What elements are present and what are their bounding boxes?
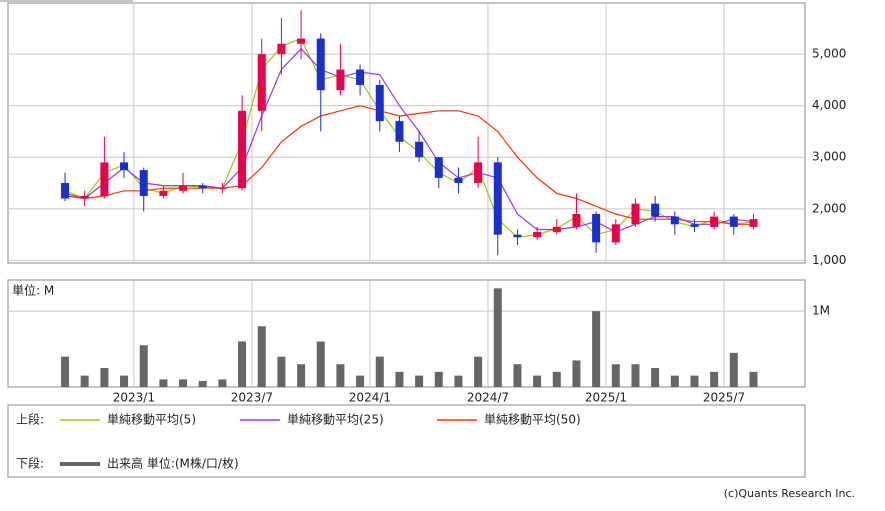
volume-bar [611,364,620,387]
moving-average-line [64,37,754,238]
candle-body [238,110,247,189]
candle-body [729,216,738,227]
candle-body [513,234,522,238]
volume-bar [651,368,660,387]
volume-bar [80,375,89,387]
candle-body [100,162,109,196]
volume-bar [533,375,542,387]
x-tick-label: 2024/1 [349,391,391,405]
y-tick-label: 3,000 [812,150,846,164]
volume-bar [198,380,207,387]
x-tick-label: 2025/1 [585,391,627,405]
legend-upper: 上段: [16,412,44,427]
legend-lower: 下段: [16,456,44,471]
legend-label: 出来高 単位:(M株/口/枚) [107,456,239,471]
candle-body [690,224,699,227]
y-tick-label: 1M [812,304,830,318]
volume-bar [336,364,345,387]
candle-body [356,69,365,86]
volume-bar [670,375,679,387]
candle-body [198,185,207,189]
volume-bar [356,375,365,387]
volume-bar [277,356,286,387]
volume-bar [61,356,70,387]
volume-unit: 単位: M [12,283,54,298]
volume-bar [238,341,247,387]
candle-body [257,54,266,111]
volume-bar [100,368,109,387]
volume-bar [631,364,640,387]
candle-body [493,162,502,235]
volume-bar [474,356,483,387]
candle-body [710,216,719,227]
volume-bar [415,375,424,387]
x-tick-label: 2023/7 [231,391,273,405]
volume-bar [139,345,148,387]
candle-body [592,213,601,243]
volume-bar [454,375,463,387]
legend-label: 単純移動平均(50) [484,413,581,427]
volume-bar [257,326,266,387]
candle-body [61,183,70,199]
legend-box [7,404,806,478]
volume-bar [159,379,168,387]
candle-body [277,43,286,55]
x-tick-label: 2025/7 [703,391,745,405]
x-tick-label: 2023/1 [113,391,155,405]
candle-body [336,69,345,91]
candle-body [572,213,581,227]
volume-bar [552,371,561,387]
credit: (c)Quants Research Inc. [724,487,855,500]
volume-bar [120,375,129,387]
volume-bar [297,364,306,387]
candle-body [218,188,227,190]
candle-body [749,219,758,227]
volume-bar [572,360,581,387]
candle-body [670,216,679,225]
candle-body [179,185,188,191]
candle-body [631,203,640,225]
candle-body [611,224,620,243]
x-tick-label: 2024/7 [467,391,509,405]
candle-body [375,85,384,122]
volume-bar [179,379,188,387]
volume-bar [218,379,227,387]
volume-bar [434,371,443,387]
price-frame [7,2,806,264]
legend-label: 単純移動平均(5) [107,413,196,427]
candle-body [552,226,561,233]
candle-body [415,141,424,158]
y-tick-label: 2,000 [812,201,846,215]
candle-body [454,177,463,184]
volume-bar [710,371,719,387]
volume-frame [7,279,806,388]
candle-body [297,38,306,44]
volume-bar [513,364,522,387]
legend-label: 単純移動平均(25) [287,413,384,427]
candle-body [434,157,443,178]
y-tick-label: 5,000 [812,47,846,61]
moving-average-line [64,48,754,233]
candle-body [120,162,129,171]
candle-body [316,38,325,91]
volume-bar [493,288,502,387]
candle-body [159,190,168,196]
volume-bar [395,371,404,387]
volume-bar [316,341,325,387]
y-tick-label: 4,000 [812,98,846,112]
volume-bar [592,311,601,387]
volume-bar [375,356,384,387]
candle-body [139,170,148,196]
volume-bar [690,375,699,387]
candle-body [651,203,660,217]
candle-body [395,121,404,142]
y-tick-label: 1,000 [812,253,846,267]
candle-body [474,162,483,184]
candle-body [80,195,89,199]
moving-average-line [64,105,754,225]
volume-bar [729,352,738,387]
volume-bar [749,371,758,387]
candle-body [533,232,542,238]
